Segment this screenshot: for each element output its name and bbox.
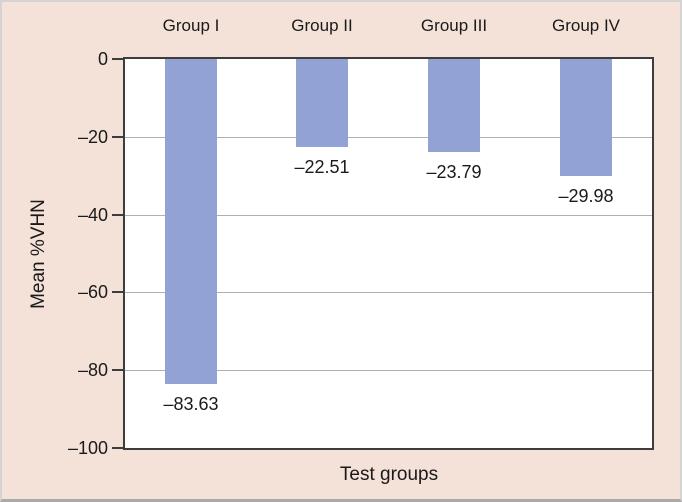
y-tick-label-minus-20: –20 [77,127,108,147]
bar-column-group-2: –22.51 [294,59,350,177]
gridline-minus-80 [125,370,652,371]
bar [560,59,612,176]
gridline-minus-20 [125,137,652,138]
bar-column-group-1: –83.63 [163,59,219,415]
bar-value-label: –22.51 [294,156,350,177]
bar-value-label: –23.79 [426,161,482,182]
plot-area: –83.63 –22.51 –23.79 –29.98 [123,57,654,450]
bar-value-label: –29.98 [558,185,614,206]
y-tick-mark [112,369,124,371]
gridline-minus-60 [125,292,652,293]
y-tick-label-minus-60: –60 [77,282,108,302]
y-tick-label-minus-80: –80 [77,360,108,380]
x-axis-title: Test groups [339,464,439,485]
bar-value-label: –83.63 [163,394,219,415]
bar [428,59,480,152]
category-label-group-4: Group IV [551,16,621,35]
bar [296,59,348,147]
y-tick-label-0: 0 [97,49,108,69]
gridline-minus-40 [125,215,652,216]
category-label-group-2: Group II [291,16,353,35]
bar [165,59,217,385]
y-tick-label-minus-40: –40 [77,205,108,225]
bar-column-group-4: –29.98 [558,59,614,206]
y-tick-mark [112,447,124,449]
y-tick-label-minus-100: –100 [67,438,108,458]
category-label-group-1: Group I [162,16,220,35]
y-tick-mark [112,291,124,293]
y-tick-mark [112,214,124,216]
y-tick-mark [112,136,124,138]
category-label-group-3: Group III [420,16,488,35]
bar-column-group-3: –23.79 [426,59,482,182]
y-tick-mark [112,58,124,60]
